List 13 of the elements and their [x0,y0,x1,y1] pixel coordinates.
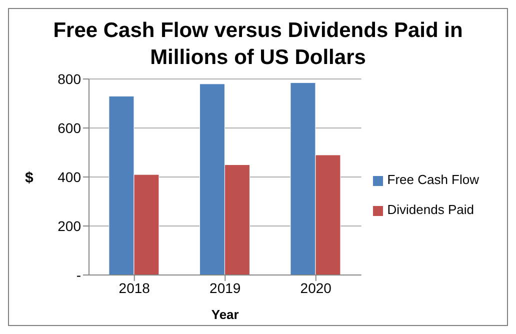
x-tick-label: 2019 [210,280,241,296]
y-tick-label: 600 [58,120,82,136]
legend-label: Free Cash Flow [387,172,479,187]
x-axis-title: Year [211,307,239,322]
x-tick-label: 2020 [300,280,332,296]
y-axis-title: $ [25,169,34,186]
y-tick-label: - [76,266,82,283]
chart-title: Free Cash Flow versus Dividends Paid in Millions of US Dollars [52,18,464,71]
legend-label: Dividends Paid [387,202,474,217]
x-tick-label: 2018 [118,280,150,296]
y-tick-label: 200 [58,218,82,234]
y-tick-label: 800 [58,70,82,87]
y-tick-label: 400 [58,168,82,185]
